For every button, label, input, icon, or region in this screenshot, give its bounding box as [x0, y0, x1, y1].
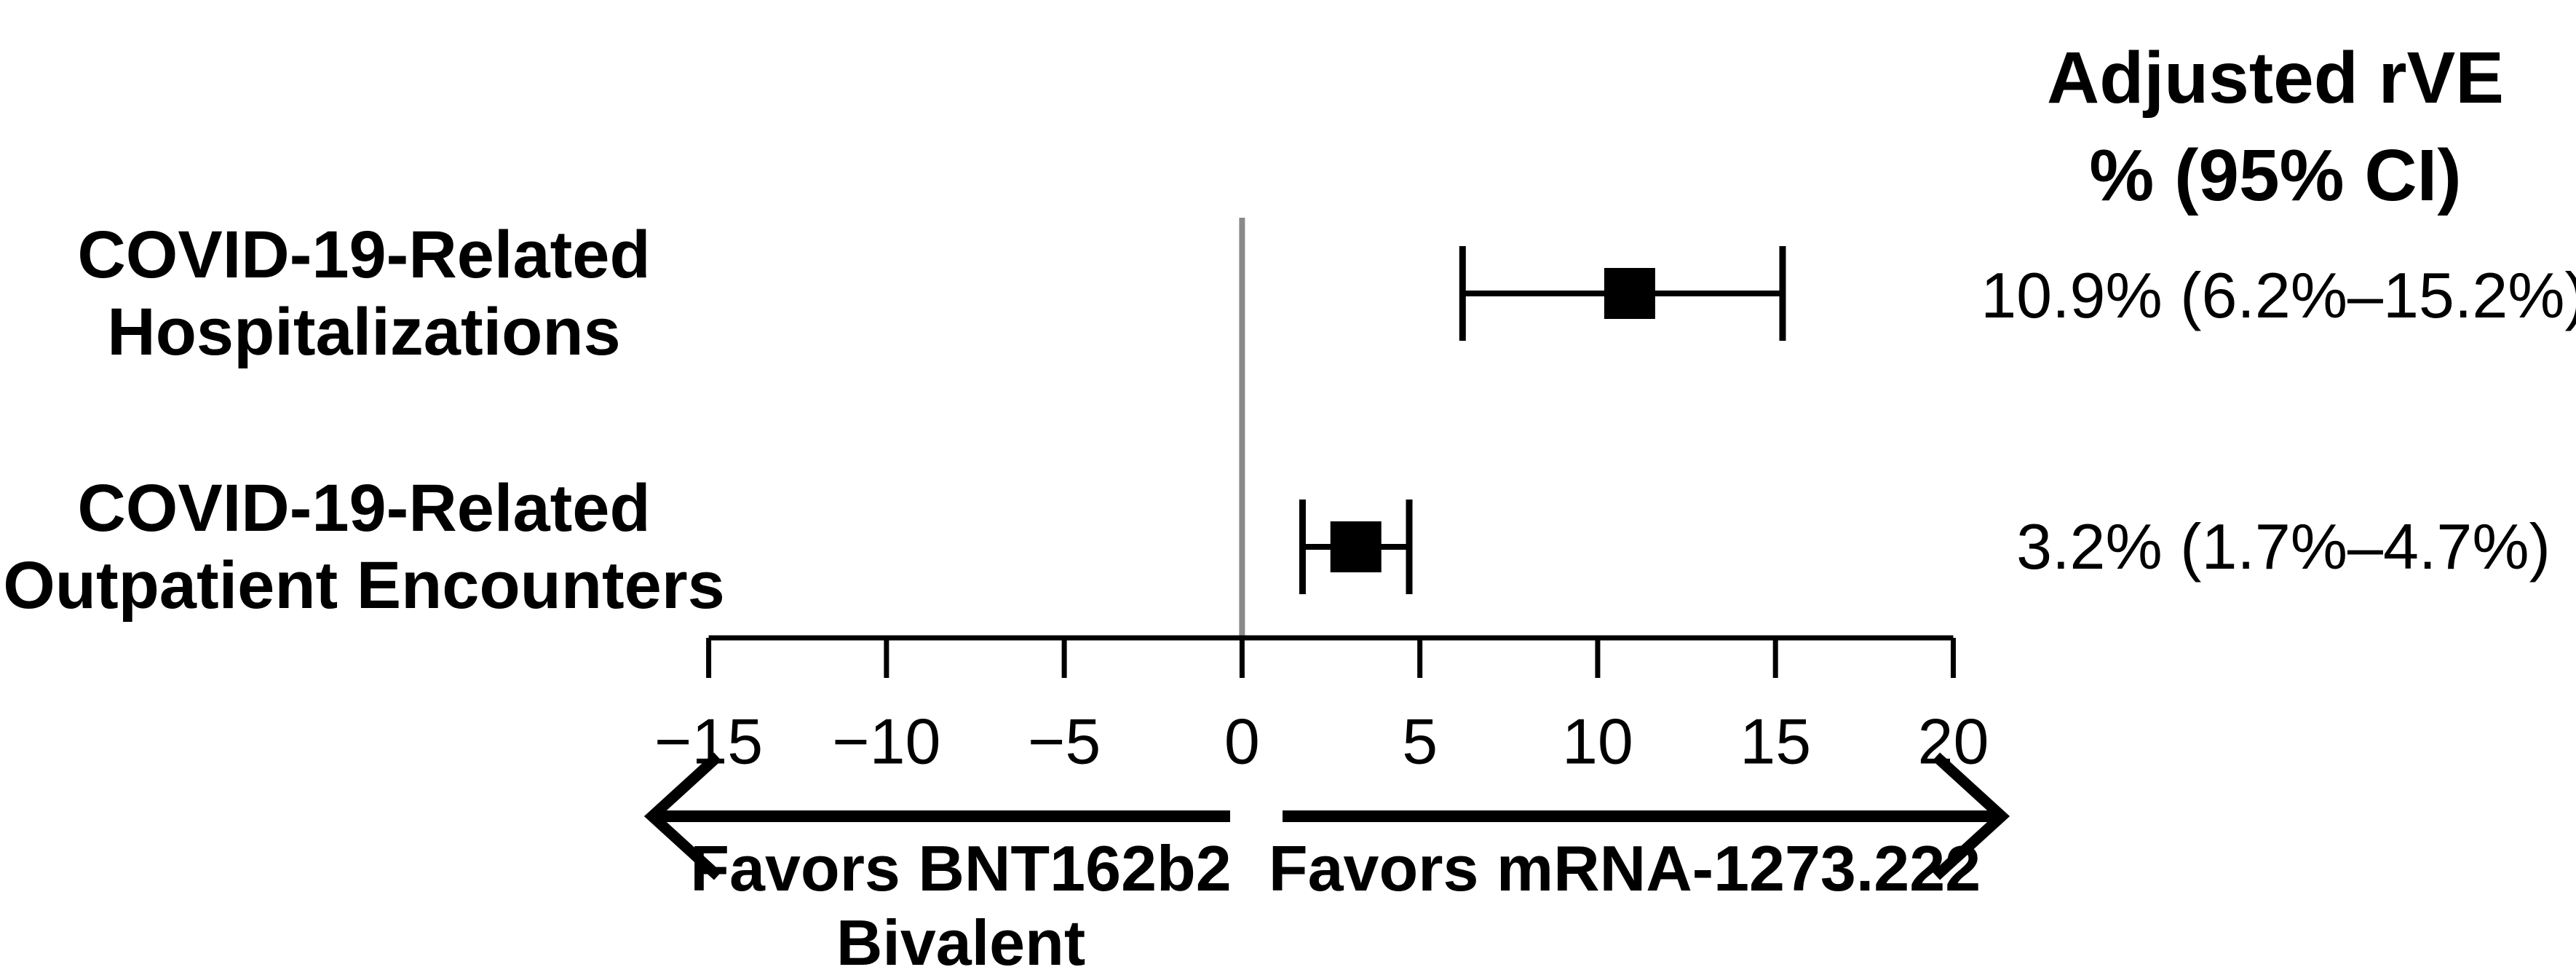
right-favors-arrow-head: [1932, 752, 2010, 880]
ci-value-outpatient: 3.2% (1.7%–4.7%): [2016, 510, 2551, 583]
left-favors-label-line1: Favors BNT162b2: [690, 832, 1232, 904]
point-estimate-marker: [1604, 268, 1655, 319]
x-axis-tick-label: −10: [832, 706, 940, 778]
row-label-outpatient-line1: COVID-19-Related: [77, 471, 651, 545]
x-axis-tick-label: 15: [1740, 706, 1811, 778]
right-favors-label: Favors mRNA-1273.222: [1268, 832, 1981, 904]
left-favors-label-line2: Bivalent: [836, 907, 1086, 975]
x-axis-tick-label: −5: [1028, 706, 1101, 778]
x-axis-tick-label: 10: [1562, 706, 1633, 778]
row-label-outpatient-line2: Outpatient Encounters: [3, 548, 725, 623]
x-axis-tick-label: 0: [1224, 706, 1260, 778]
ci-value-hospitalizations: 10.9% (6.2%–15.2%): [1981, 259, 2576, 331]
left-favors-arrow: [643, 752, 1230, 880]
right-favors-arrow: [1283, 752, 2010, 880]
row-label-hospitalizations-line2: Hospitalizations: [107, 295, 621, 369]
forest-row: [1459, 246, 1786, 341]
row-label-hospitalizations-line1: COVID-19-Related: [77, 218, 651, 292]
x-axis-tick-label: 5: [1402, 706, 1438, 778]
column-header-line2: % (95% CI): [2089, 135, 2462, 216]
column-header-line1: Adjusted rVE: [2047, 37, 2504, 119]
left-favors-arrow-head: [643, 752, 722, 880]
forest-row: [1299, 500, 1413, 594]
point-estimate-marker: [1330, 521, 1382, 572]
